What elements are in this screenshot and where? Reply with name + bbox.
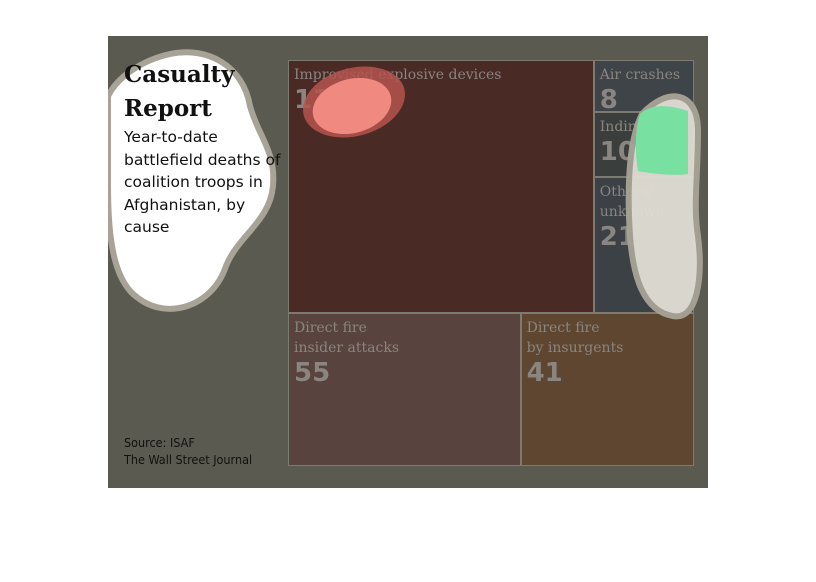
cell-value: 41 [526,357,563,388]
cell-label: Others/ unknown [599,183,665,220]
cell-value: 8 [599,85,618,112]
cell-direct-fire-insider-attacks: Direct fire insider attacks 55 [288,312,521,466]
cell-label: Indirect fire [599,118,685,135]
cell-air-crashes: Air crashes 8 [593,60,694,112]
cell-label: Direct fire by insurgents [526,319,624,356]
source-line-2: The Wall Street Journal [124,452,253,467]
cell-indirect-fire: Indirect fire 10 [593,111,694,177]
cell-label: Air crashes [599,67,681,83]
chart-subtitle: Year-to-date battlefield deaths of coali… [124,128,281,237]
cell-value: 119 [294,85,349,115]
source-note: Source: ISAF The Wall Street Journal [124,434,252,468]
cell-direct-fire-by-insurgents: Direct fire by insurgents 41 [520,312,694,466]
cell-value: 10 [599,136,636,167]
cell-value: 21 [599,221,636,252]
cell-label: Direct fire insider attacks [294,319,399,356]
cell-improvised-explosive-devices: Improvised explosive devices 119 [288,60,594,313]
cell-others-unknown: Others/ unknown 21 [593,176,694,313]
cell-value: 55 [294,357,331,388]
chart-panel: Casualty Report Year-to-date battlefield… [108,36,708,488]
source-line-1: Source: ISAF [124,435,195,450]
chart-title: Casualty Report [124,61,235,122]
cell-label: Improvised explosive devices [294,67,502,83]
